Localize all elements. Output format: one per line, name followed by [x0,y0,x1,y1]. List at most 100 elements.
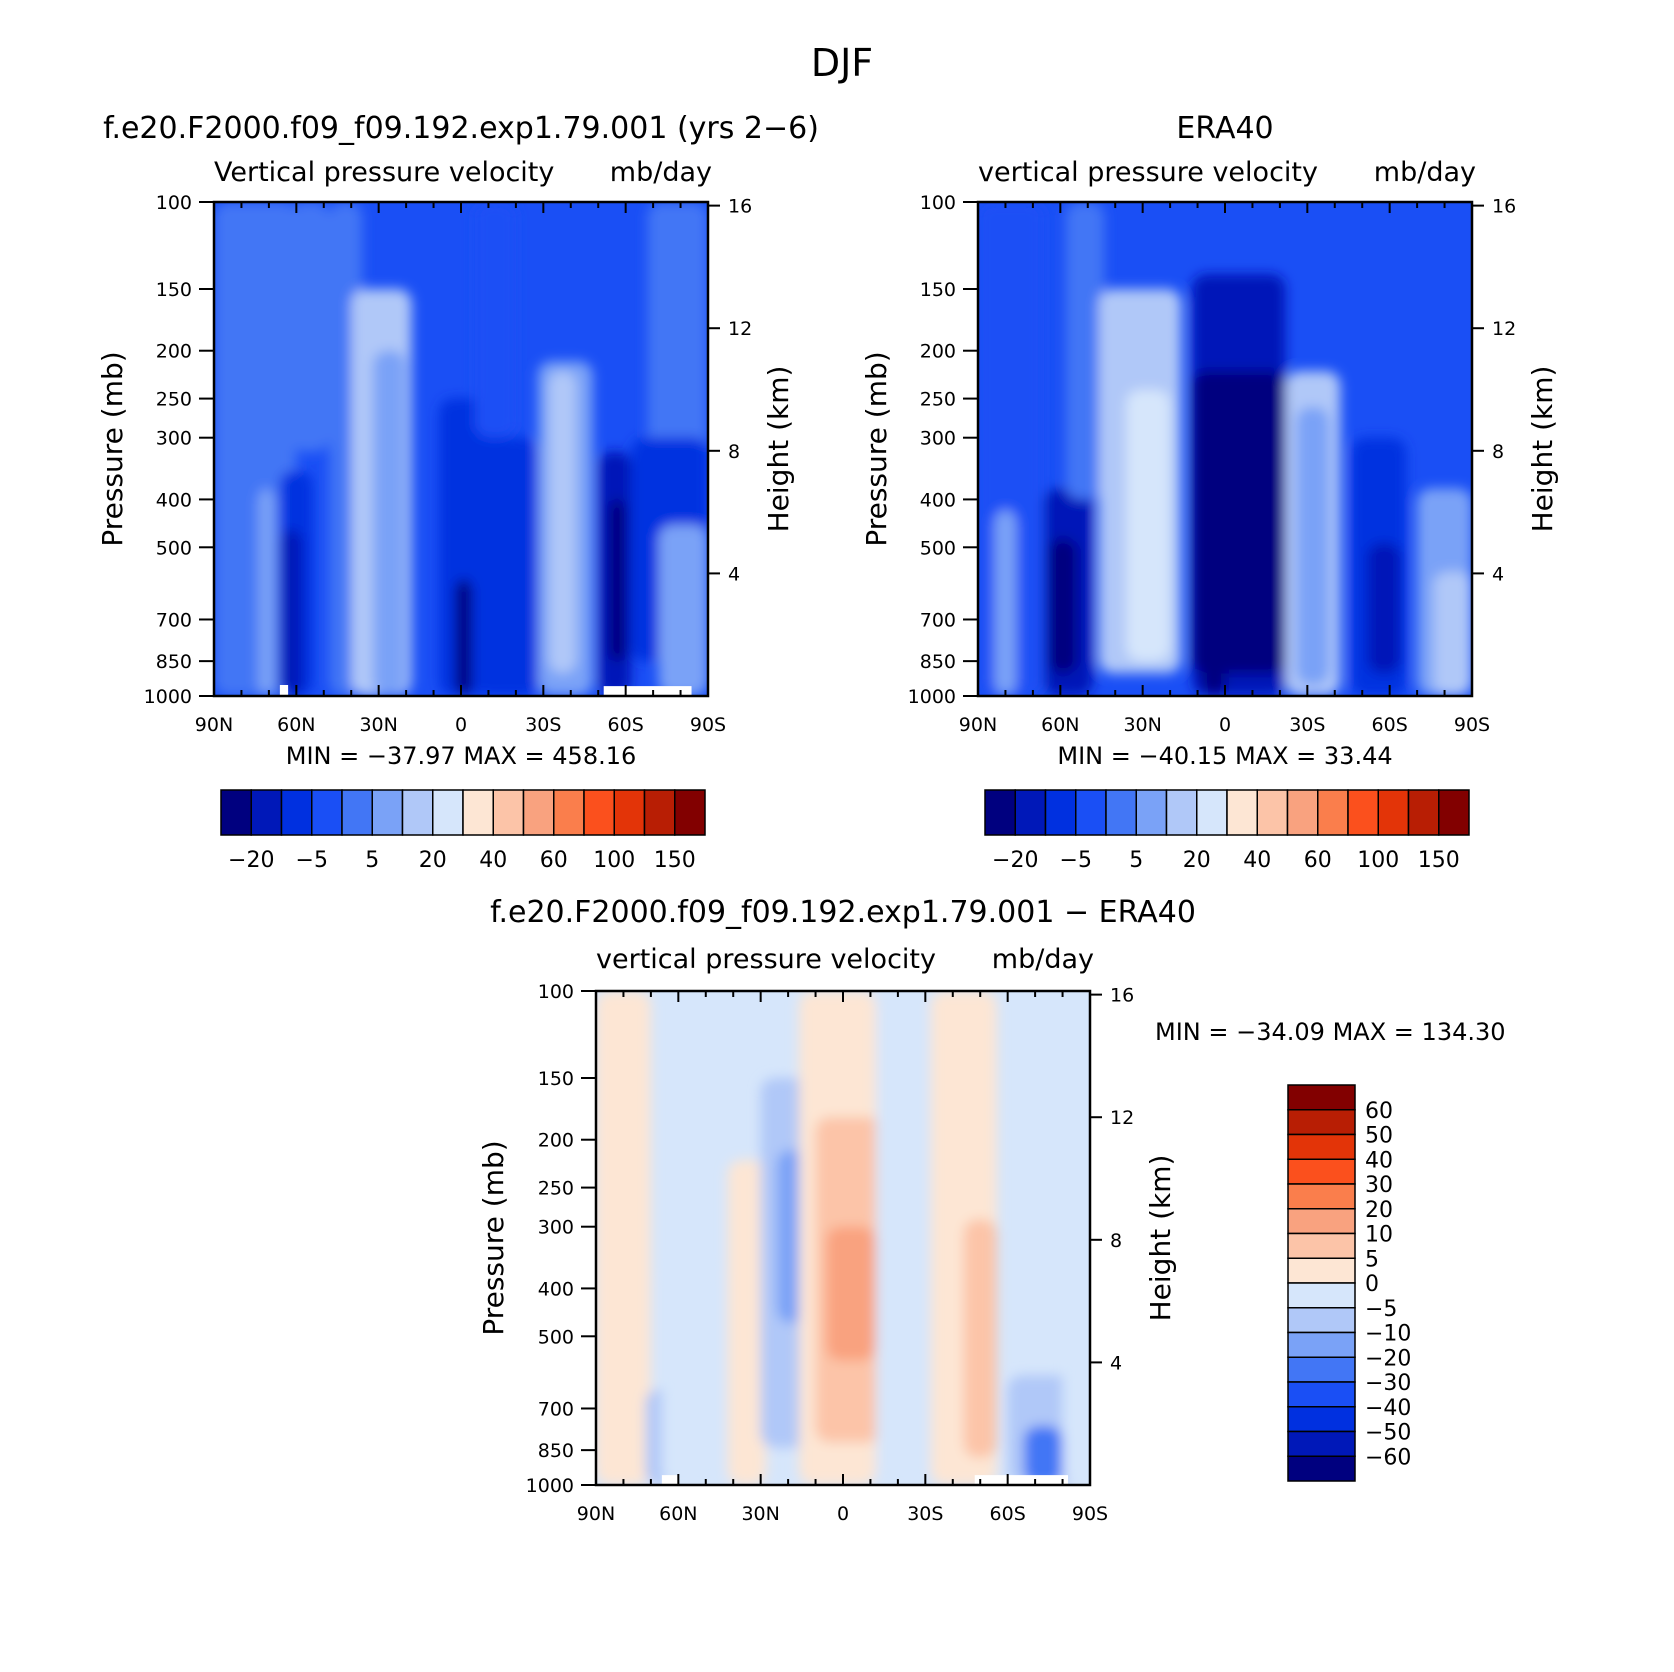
contour-band [290,202,330,452]
contour-band [1062,991,1090,1485]
max-label: MAX [463,742,517,770]
colorbar-swatch [1287,1455,1356,1482]
contour-band [1203,603,1225,696]
y-right-tick-label: 4 [728,563,740,585]
colorbar-label: 5 [365,848,379,873]
contour-band [609,499,626,662]
colorbar-swatch [250,789,283,836]
y-axis-label: Pressure (mb) [477,1140,510,1335]
contour-field [978,202,1472,696]
colorbar: −20 −5 5 20 40 60 100 150 [220,789,706,873]
max-value: 134.30 [1422,1018,1506,1046]
colorbar-label: −5 [1060,848,1092,873]
colorbar-label: 100 [1357,848,1399,873]
y-tick-label: 200 [156,341,192,363]
y-right-tick-label: 8 [728,441,740,463]
contour-band [257,488,275,696]
colorbar-label: 50 [1365,1124,1393,1149]
contour-band [875,991,926,1485]
min-max-readout: MIN = −37.97 MAX = 458.16 [286,742,637,770]
y-tick-label: 250 [920,389,956,411]
y-tick-label: 500 [156,537,192,559]
colorbar-swatch [1075,789,1107,836]
y-tick-label: 400 [538,1278,574,1300]
y-right-tick-label: 4 [1492,563,1504,585]
y-right-axis-label: Height (km) [1526,366,1559,533]
x-tick-label: 90S [690,714,726,736]
contour-band [658,524,708,696]
colorbar-swatch [1287,1183,1356,1210]
y-tick-label: 250 [538,1178,574,1200]
x-tick-label: 90S [1454,714,1490,736]
y-tick-label: 300 [920,428,956,450]
colorbar: −20 −5 5 20 40 60 100 150 [984,789,1470,873]
contour-bands [978,202,1472,696]
contour-band [455,579,472,696]
contour-band [777,1150,805,1324]
colorbar-swatch [1438,789,1470,836]
y-right-tick-label: 16 [1110,985,1134,1007]
colorbar-label: −20 [1365,1346,1411,1371]
colorbar-label: 10 [1365,1223,1393,1248]
y-tick-label: 500 [538,1326,574,1348]
x-tick-label: 60N [659,1503,697,1525]
y-tick-label: 1000 [144,686,192,708]
y-right-axis-label: Height (km) [1144,1155,1177,1322]
colorbar-swatch [1287,1084,1356,1111]
contour-band [373,350,407,696]
min-value: −37.97 [367,742,456,770]
colorbar-label: −60 [1365,1445,1411,1470]
colorbar-label: 20 [1365,1198,1393,1223]
colorbar-label: 60 [1304,848,1332,873]
min-max-readout: MIN = −40.15 MAX = 33.44 [1057,742,1392,770]
page-title: DJF [811,41,873,85]
colorbar-label: 5 [1365,1247,1379,1272]
x-tick-label: 30N [1123,714,1161,736]
colorbar-label: 20 [419,848,447,873]
colorbar-label: 5 [1129,848,1143,873]
contour-band [1024,1426,1063,1485]
colorbar-swatch [1044,789,1077,836]
panel-subtitle-left: Vertical pressure velocity [214,157,554,188]
y-right-tick-label: 12 [1492,318,1516,340]
colorbar-swatch [1226,789,1258,836]
contour-band [1126,389,1171,662]
y-tick-label: 850 [920,651,956,673]
y-tick-label: 100 [156,192,192,214]
contour-band [214,202,297,696]
contour-band [1049,538,1077,674]
y-tick-label: 700 [920,609,956,631]
colorbar-swatch [1287,1356,1356,1383]
colorbar-swatch [1287,1208,1356,1235]
colorbar-swatch [401,789,434,836]
y-tick-label: 300 [156,428,192,450]
x-tick-label: 60N [1041,714,1079,736]
contour-band [826,1226,876,1361]
colorbar-label: 150 [1418,848,1460,873]
y-right-axis-label: Height (km) [762,366,795,533]
contour-band [661,1265,723,1485]
era40-panel: ERA40 vertical pressure velocity mb/day 90N… [860,111,1559,873]
colorbar-label: 150 [654,848,696,873]
y-axis-label: Pressure (mb) [96,351,129,546]
difference-panel: f.e20.F2000.f09_f09.192.exp1.79.001 − ER… [477,895,1506,1525]
colorbar-label: 60 [1365,1099,1393,1124]
contour-band [477,437,538,696]
colorbar-swatch [1014,789,1047,836]
colorbar-swatch [311,789,343,836]
contour-field [214,202,708,696]
colorbar-swatch [1165,789,1198,836]
y-right-tick-label: 16 [1492,196,1516,218]
colorbar-label: 20 [1183,848,1211,873]
x-tick-label: 60N [277,714,315,736]
panel-subtitle-right: mb/day [992,944,1094,975]
panel-title: ERA40 [1176,111,1273,146]
contour-band [647,202,708,500]
contour-bands [596,991,1090,1485]
contour-field [596,991,1090,1485]
contour-band [596,991,651,1485]
y-tick-label: 150 [156,279,192,301]
panel-subtitle-left: vertical pressure velocity [978,157,1318,188]
